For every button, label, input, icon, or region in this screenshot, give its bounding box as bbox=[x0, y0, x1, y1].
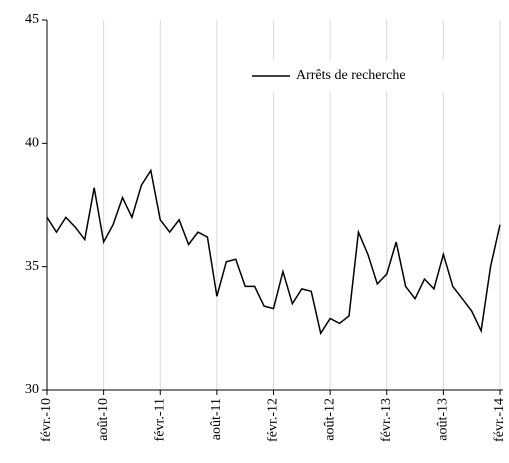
x-tick-label: févr.-14 bbox=[492, 398, 507, 442]
x-tick-label: août-12 bbox=[322, 398, 337, 441]
y-tick-label: 40 bbox=[25, 136, 39, 151]
series-line bbox=[46, 168, 501, 336]
y-tick-label: 45 bbox=[25, 12, 39, 27]
legend-label: Arrêts de recherche bbox=[296, 68, 406, 83]
x-tick-label: août-11 bbox=[209, 398, 224, 440]
x-tick-label: févr.-13 bbox=[379, 398, 394, 442]
y-tick-label: 30 bbox=[25, 382, 39, 397]
x-tick-label: févr.-11 bbox=[152, 398, 167, 441]
x-tick-label: févr.-12 bbox=[266, 398, 281, 442]
x-tick-label: août-13 bbox=[436, 398, 451, 441]
x-tick-label: août-10 bbox=[96, 398, 111, 441]
y-tick-label: 35 bbox=[25, 259, 39, 274]
x-tick-label: févr.-10 bbox=[39, 398, 54, 442]
